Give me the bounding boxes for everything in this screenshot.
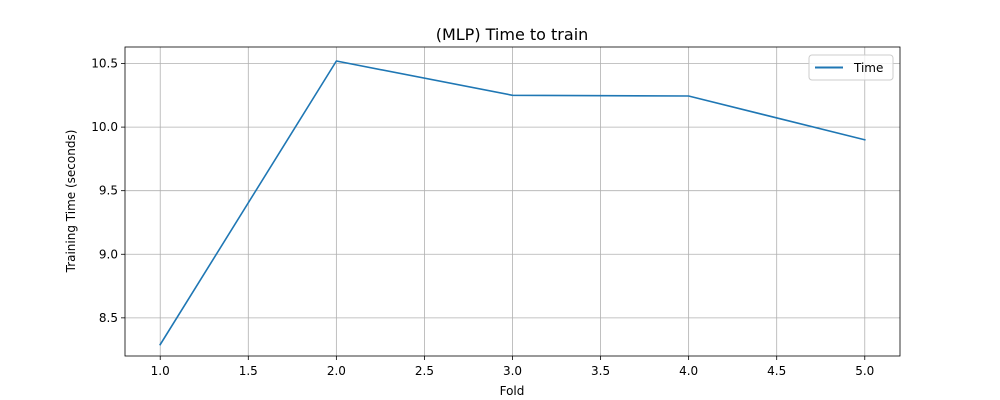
chart-title: (MLP) Time to train <box>436 25 589 44</box>
x-tick-label: 3.0 <box>503 364 522 378</box>
x-tick-label: 4.5 <box>767 364 786 378</box>
legend-box <box>808 54 894 81</box>
x-tick-label: 4.0 <box>679 364 698 378</box>
series-layer <box>159 60 866 346</box>
axis-ticks: 1.0 1.5 2.0 2.5 3.0 3.5 4.0 4.5 5.0 8.5 9.0 9.5 10.0… <box>91 57 874 378</box>
y-tick-label: 9.5 <box>99 184 118 198</box>
legend-label-time: Time <box>853 61 883 75</box>
x-tick-label: 3.5 <box>591 364 610 378</box>
y-axis-label: Training Time (seconds) <box>64 130 78 274</box>
y-tick-label: 10.0 <box>91 120 118 134</box>
x-tick-label: 1.0 <box>151 364 170 378</box>
x-tick-label: 5.0 <box>855 364 874 378</box>
grid-lines <box>125 47 900 356</box>
x-tick-label: 2.0 <box>327 364 346 378</box>
x-axis-label: Fold <box>500 384 525 398</box>
y-tick-label: 10.5 <box>91 57 118 71</box>
x-tick-label: 1.5 <box>239 364 258 378</box>
y-tick-label: 8.5 <box>99 311 118 325</box>
series-line-time <box>159 60 866 346</box>
y-tick-label: 9.0 <box>99 247 118 261</box>
legend: Time <box>808 54 894 81</box>
x-tick-label: 2.5 <box>415 364 434 378</box>
